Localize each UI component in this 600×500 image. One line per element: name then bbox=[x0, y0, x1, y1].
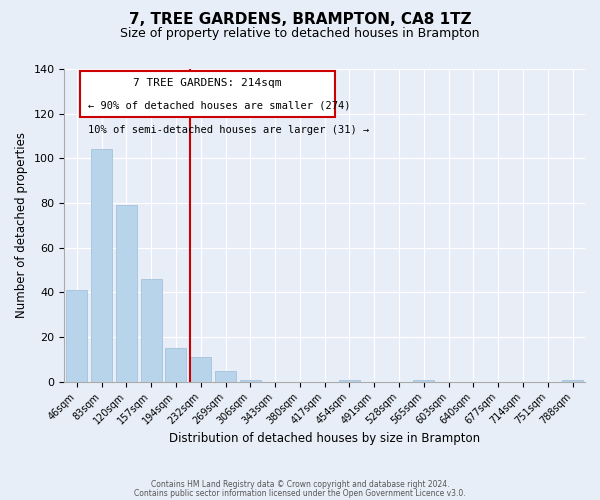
Bar bbox=[413, 380, 434, 382]
Text: 7, TREE GARDENS, BRAMPTON, CA8 1TZ: 7, TREE GARDENS, BRAMPTON, CA8 1TZ bbox=[128, 12, 472, 28]
Bar bbox=[166, 348, 187, 382]
Bar bbox=[339, 380, 360, 382]
Bar bbox=[66, 290, 88, 382]
FancyBboxPatch shape bbox=[80, 70, 335, 118]
Text: 10% of semi-detached houses are larger (31) →: 10% of semi-detached houses are larger (… bbox=[88, 126, 369, 136]
Bar bbox=[562, 380, 583, 382]
Bar bbox=[116, 206, 137, 382]
Y-axis label: Number of detached properties: Number of detached properties bbox=[15, 132, 28, 318]
Text: Contains HM Land Registry data © Crown copyright and database right 2024.: Contains HM Land Registry data © Crown c… bbox=[151, 480, 449, 489]
Text: Size of property relative to detached houses in Brampton: Size of property relative to detached ho… bbox=[120, 28, 480, 40]
Text: Contains public sector information licensed under the Open Government Licence v3: Contains public sector information licen… bbox=[134, 488, 466, 498]
Bar bbox=[140, 279, 162, 382]
X-axis label: Distribution of detached houses by size in Brampton: Distribution of detached houses by size … bbox=[169, 432, 480, 445]
Bar bbox=[190, 357, 211, 382]
Text: 7 TREE GARDENS: 214sqm: 7 TREE GARDENS: 214sqm bbox=[133, 78, 282, 88]
Text: ← 90% of detached houses are smaller (274): ← 90% of detached houses are smaller (27… bbox=[88, 100, 350, 110]
Bar bbox=[215, 370, 236, 382]
Bar bbox=[91, 150, 112, 382]
Bar bbox=[240, 380, 261, 382]
